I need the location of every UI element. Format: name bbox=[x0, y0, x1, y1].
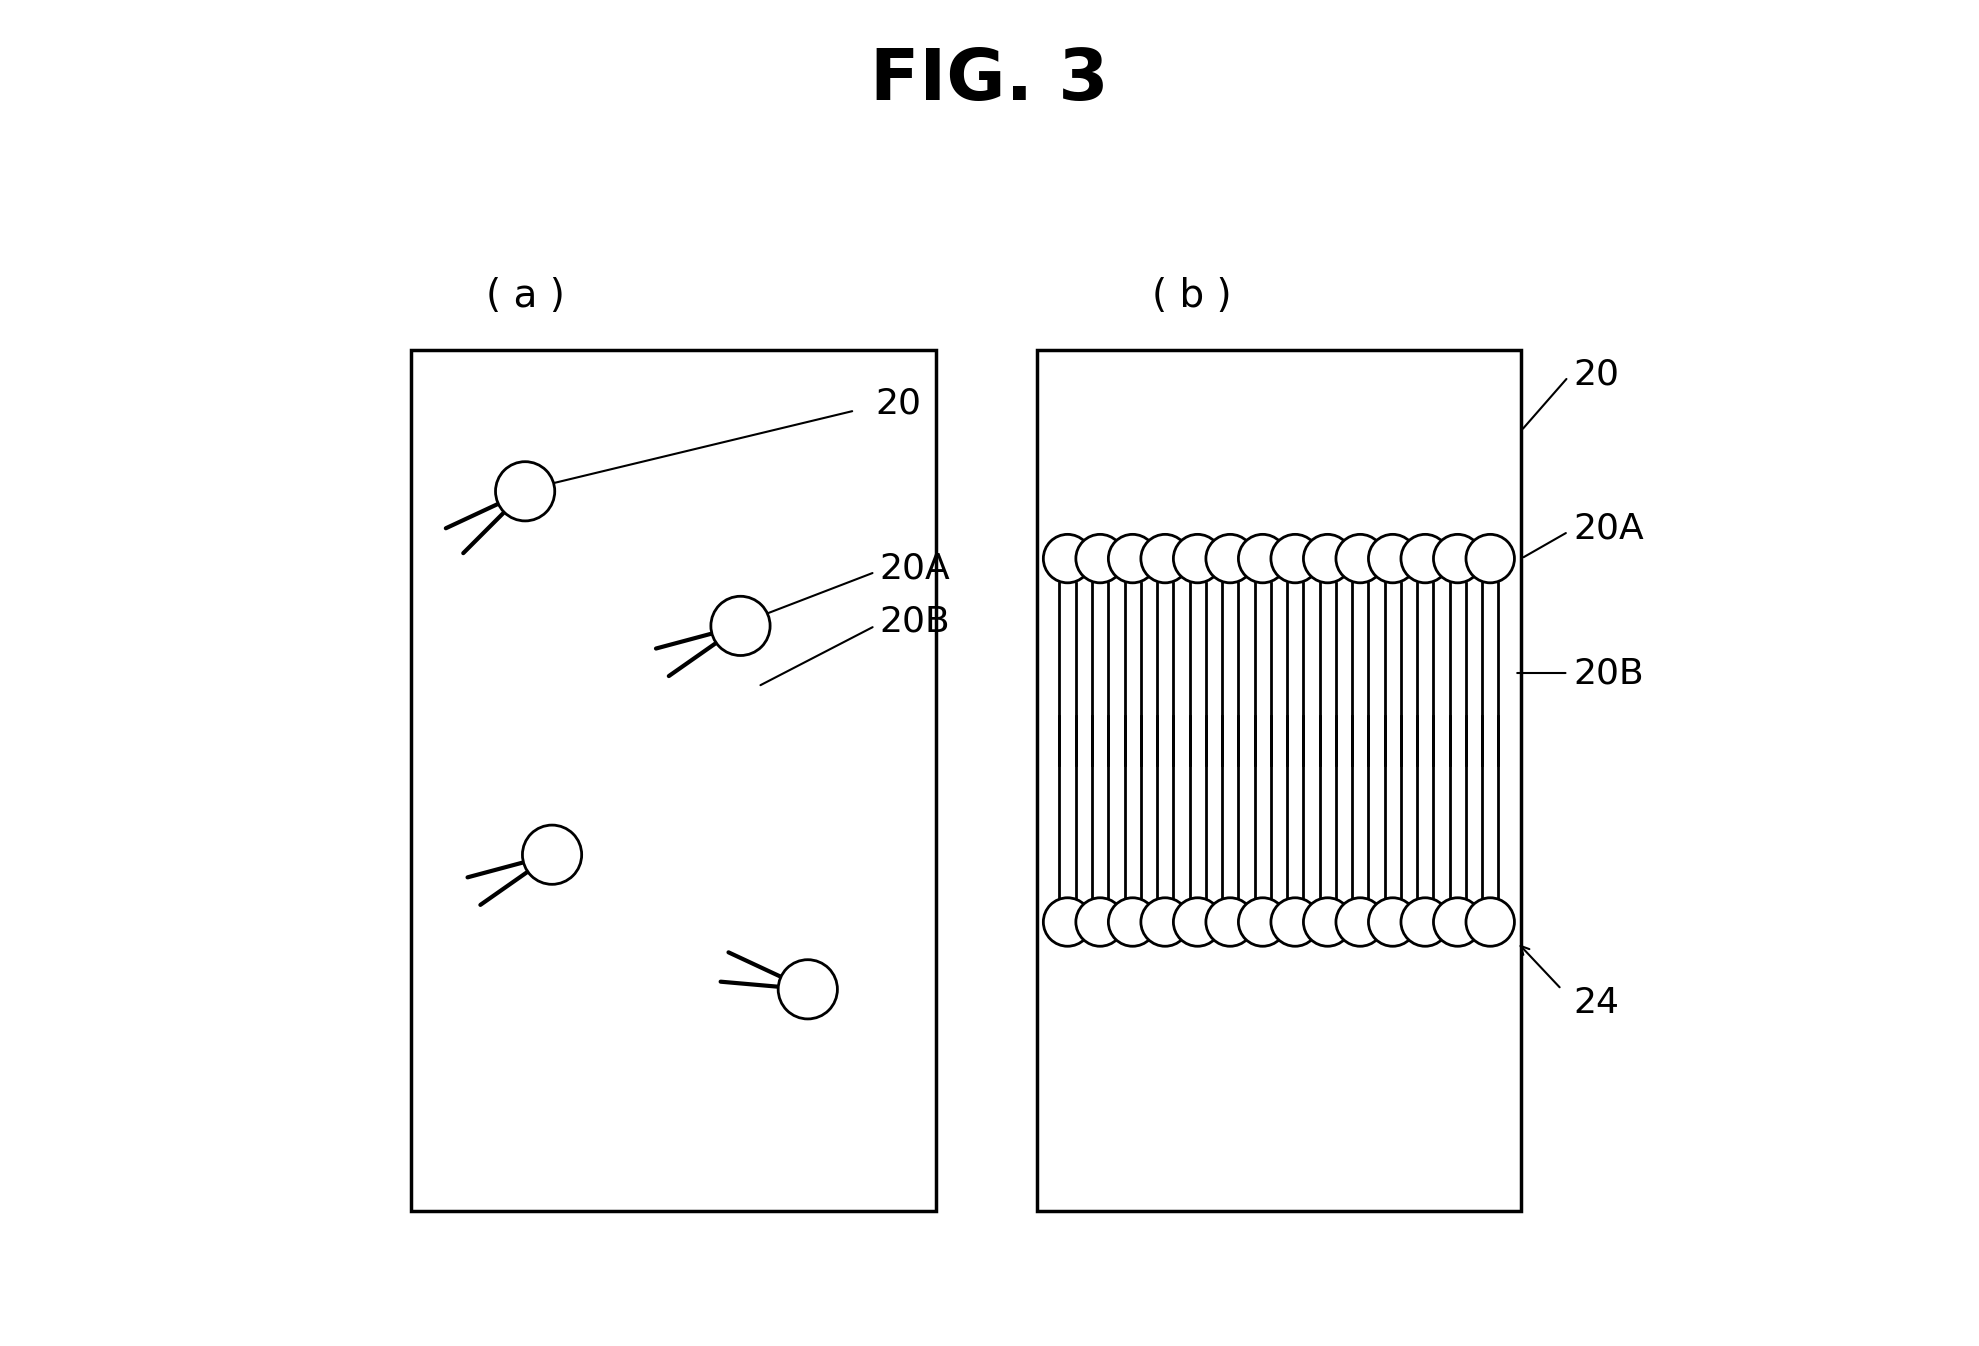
Circle shape bbox=[495, 462, 554, 521]
Circle shape bbox=[1239, 898, 1286, 946]
Circle shape bbox=[1304, 534, 1352, 583]
Text: 20A: 20A bbox=[1573, 511, 1645, 546]
Text: ( b ): ( b ) bbox=[1152, 277, 1231, 315]
Circle shape bbox=[1077, 534, 1124, 583]
Circle shape bbox=[1174, 898, 1221, 946]
Circle shape bbox=[1271, 534, 1320, 583]
Text: 20A: 20A bbox=[879, 551, 950, 586]
Circle shape bbox=[1466, 534, 1514, 583]
Text: FIG. 3: FIG. 3 bbox=[871, 46, 1108, 116]
Circle shape bbox=[1367, 534, 1417, 583]
Circle shape bbox=[1174, 534, 1221, 583]
Circle shape bbox=[1367, 898, 1417, 946]
Text: 20: 20 bbox=[875, 386, 920, 421]
Circle shape bbox=[1140, 898, 1189, 946]
Text: 20B: 20B bbox=[1573, 656, 1645, 690]
Text: 24: 24 bbox=[1573, 985, 1619, 1020]
Bar bbox=[1037, 350, 1522, 1211]
Circle shape bbox=[1433, 898, 1482, 946]
Circle shape bbox=[1433, 534, 1482, 583]
Text: 20: 20 bbox=[1573, 357, 1619, 392]
Circle shape bbox=[1466, 898, 1514, 946]
Circle shape bbox=[710, 596, 770, 656]
Circle shape bbox=[1401, 898, 1449, 946]
Circle shape bbox=[1140, 534, 1189, 583]
Circle shape bbox=[1077, 898, 1124, 946]
Circle shape bbox=[1336, 534, 1385, 583]
Circle shape bbox=[1271, 898, 1320, 946]
Text: 20B: 20B bbox=[879, 604, 950, 639]
Circle shape bbox=[1401, 534, 1449, 583]
Circle shape bbox=[1205, 898, 1255, 946]
Circle shape bbox=[778, 960, 837, 1019]
Circle shape bbox=[1108, 898, 1158, 946]
Circle shape bbox=[1205, 534, 1255, 583]
Circle shape bbox=[1239, 534, 1286, 583]
Circle shape bbox=[1304, 898, 1352, 946]
Circle shape bbox=[1336, 898, 1385, 946]
Circle shape bbox=[1108, 534, 1158, 583]
Circle shape bbox=[522, 825, 582, 884]
Circle shape bbox=[1043, 534, 1092, 583]
Circle shape bbox=[1043, 898, 1092, 946]
Text: ( a ): ( a ) bbox=[485, 277, 564, 315]
Bar bbox=[412, 350, 936, 1211]
